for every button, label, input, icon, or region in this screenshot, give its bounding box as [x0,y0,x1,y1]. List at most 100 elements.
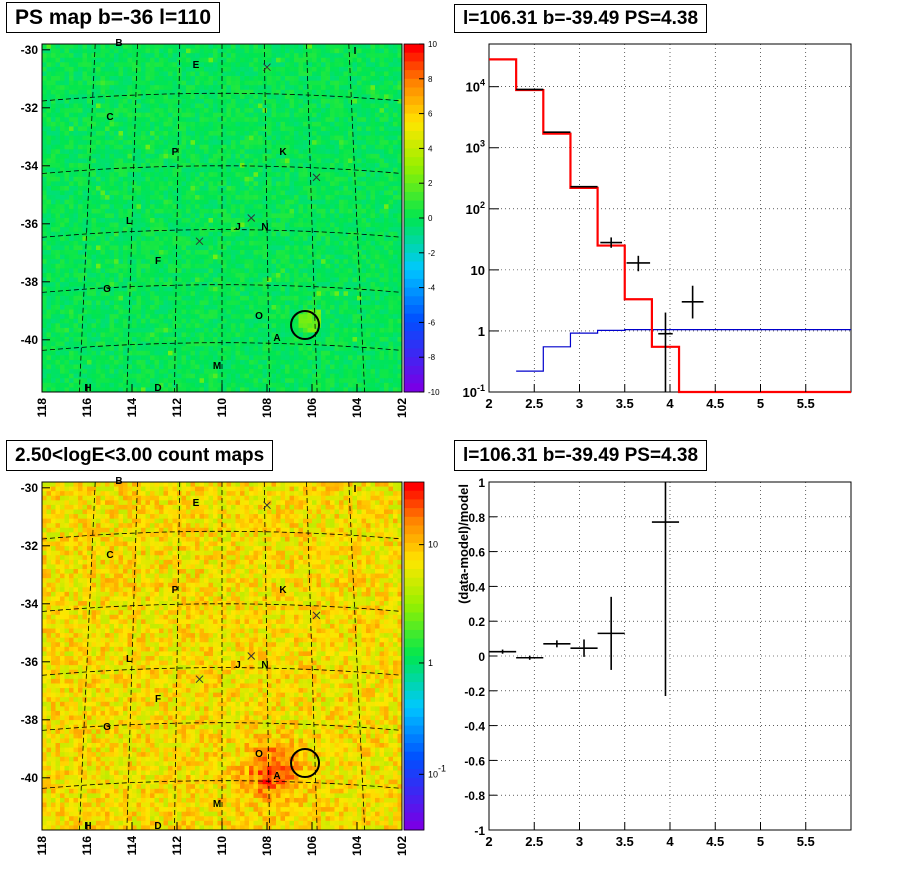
map-pixel [280,286,286,292]
map-pixel [190,163,196,169]
map-pixel [339,318,344,324]
map-pixel [172,199,178,205]
map-pixel [163,158,169,164]
map-pixel [235,300,241,306]
map-pixel [208,149,214,155]
map-pixel [150,103,155,109]
map-pixel [51,112,56,118]
map-pixel [289,76,295,82]
map-pixel [78,199,83,205]
map-pixel [51,80,56,86]
map-pixel [118,218,124,223]
map-pixel [123,282,128,288]
map-pixel [186,245,191,251]
map-pixel [109,57,115,63]
map-pixel [42,85,47,91]
map-pixel [307,240,313,246]
map-pixel [253,263,259,269]
map-pixel [55,62,61,68]
map-pixel [294,117,299,123]
map-pixel [375,135,380,141]
map-pixel [235,185,241,191]
map-pixel [195,117,200,123]
map-pixel [226,323,232,329]
map-pixel [298,295,304,301]
map-pixel [60,231,65,237]
map-pixel [186,272,191,278]
map-pixel [136,300,142,306]
map-pixel [208,53,214,59]
map-pixel [321,309,326,315]
map-pixel [334,268,340,274]
map-pixel [141,112,146,118]
map-pixel [343,282,349,288]
map-pixel [388,53,394,59]
map-pixel [226,167,232,173]
map-pixel [316,259,322,265]
map-pixel [217,263,223,269]
map-pixel [384,282,389,288]
map-pixel [312,89,317,95]
map-pixel [343,263,349,269]
map-pixel [217,323,223,329]
map-pixel [60,254,65,260]
map-pixel [186,153,191,159]
map-pixel [118,323,124,329]
map-pixel [397,66,403,72]
map-pixel [105,117,110,123]
map-pixel [87,66,92,72]
map-pixel [87,131,92,136]
map-pixel [357,163,362,169]
map-pixel [370,80,376,86]
map-pixel [258,62,263,68]
map-pixel [285,121,290,127]
map-pixel [105,236,110,242]
map-pixel [298,314,304,320]
map-pixel [132,112,137,118]
map-pixel [114,195,119,201]
map-pixel [64,309,70,315]
map-pixel [145,172,151,178]
map-pixel [393,286,398,292]
map-pixel [289,185,295,191]
map-pixel [375,185,380,191]
map-pixel [397,176,403,182]
map-pixel [253,250,259,256]
map-pixel [244,295,250,301]
map-pixel [105,185,110,191]
map-pixel [109,121,115,127]
map-pixel [168,66,173,72]
map-pixel [366,254,371,260]
map-pixel [240,126,245,132]
map-pixel [123,181,128,187]
map-pixel [307,277,313,283]
map-pixel [136,126,142,132]
map-pixel [118,112,124,118]
map-pixel [258,314,263,320]
map-pixel [231,300,236,306]
map-pixel [60,163,65,169]
map-pixel [78,176,83,182]
map-pixel [393,71,398,77]
map-pixel [271,62,277,68]
map-pixel [46,236,52,242]
map-pixel [123,121,128,127]
map-pixel [375,176,380,182]
map-pixel [222,62,227,68]
map-pixel [393,208,398,214]
map-pixel [271,71,277,77]
map-pixel [226,57,232,63]
map-pixel [127,66,133,72]
map-pixel [69,227,74,233]
map-pixel [325,181,331,187]
map-pixel [109,117,115,123]
map-pixel [258,176,263,182]
map-pixel [42,245,47,251]
map-pixel [235,236,241,242]
map-pixel [208,98,214,104]
map-pixel [136,199,142,205]
map-pixel [150,44,155,49]
map-pixel [280,108,286,114]
map-pixel [42,222,47,228]
map-pixel [82,176,88,182]
